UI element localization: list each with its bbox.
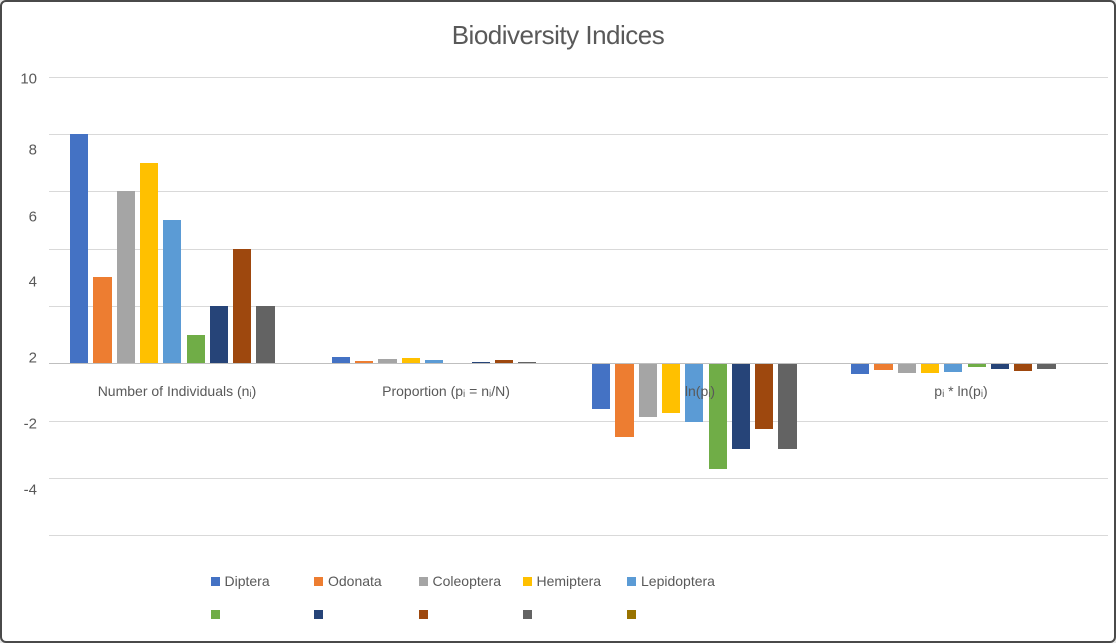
bar xyxy=(401,358,420,364)
category-label: ln(pᵢ) xyxy=(684,383,716,399)
bar xyxy=(708,364,727,469)
legend-swatch xyxy=(210,609,220,619)
bar xyxy=(256,305,275,364)
bar xyxy=(944,364,963,373)
gridline xyxy=(49,248,1108,250)
gridline xyxy=(49,420,1108,422)
category-label: pᵢ * ln(pᵢ) xyxy=(934,383,988,399)
bar xyxy=(1014,364,1033,372)
legend-label: Odonata xyxy=(328,573,382,589)
gridline xyxy=(49,191,1108,193)
bar xyxy=(209,305,229,364)
y-axis-tick-label: 10 xyxy=(20,70,37,88)
bar xyxy=(378,358,397,364)
legend-label: Lepidoptera xyxy=(641,573,715,589)
bar xyxy=(70,133,89,364)
legend-label: Hemiptera xyxy=(536,573,602,589)
bar xyxy=(1037,364,1056,369)
legend-swatch xyxy=(418,609,428,619)
x-axis-line xyxy=(49,363,1108,365)
bar xyxy=(638,364,657,418)
legend-entry xyxy=(522,609,532,619)
bar xyxy=(163,219,182,364)
y-axis-tick-label: -4 xyxy=(23,481,37,499)
legend-entry: Diptera xyxy=(210,573,270,589)
legend-label: Coleoptera xyxy=(432,573,502,589)
bar xyxy=(967,364,986,368)
legend-entry xyxy=(627,609,636,619)
bar xyxy=(93,277,112,364)
bar xyxy=(424,359,444,364)
legend-swatch xyxy=(522,576,532,586)
y-axis-tick-label: -2 xyxy=(23,415,37,433)
legend-entry: Lepidoptera xyxy=(627,573,715,589)
bar xyxy=(331,357,350,364)
bar xyxy=(685,364,704,423)
bar xyxy=(755,364,774,429)
bar xyxy=(990,364,1010,369)
y-axis-tick-label: 2 xyxy=(28,349,37,367)
gridline xyxy=(49,535,1108,537)
gridline xyxy=(49,477,1108,479)
bar xyxy=(897,364,916,373)
gridline xyxy=(49,133,1108,135)
legend-entry: Odonata xyxy=(314,573,382,589)
legend-swatch xyxy=(314,609,323,619)
gridline xyxy=(49,305,1108,307)
bar xyxy=(778,364,797,449)
legend-label: Diptera xyxy=(224,573,270,589)
bar xyxy=(186,334,205,364)
bar xyxy=(471,361,490,364)
legend-swatch xyxy=(627,576,636,586)
category-label: Proportion (pᵢ = nᵢ/N) xyxy=(382,383,510,399)
legend-swatch xyxy=(627,609,636,619)
legend-entry xyxy=(314,609,323,619)
bar xyxy=(355,361,374,364)
legend-entry xyxy=(418,609,428,619)
legend-entry xyxy=(210,609,220,619)
bar xyxy=(731,364,751,449)
legend-swatch xyxy=(522,609,532,619)
y-axis-tick-label: 6 xyxy=(28,208,37,226)
y-axis-tick-label: 8 xyxy=(28,141,37,159)
bar xyxy=(448,362,467,364)
legend-swatch xyxy=(314,576,323,586)
bar xyxy=(615,364,634,438)
bar xyxy=(920,364,940,374)
bar xyxy=(494,360,514,364)
bar xyxy=(233,248,252,364)
bar xyxy=(592,364,611,410)
legend-swatch xyxy=(418,576,428,586)
legend-swatch xyxy=(210,576,220,586)
bar xyxy=(661,364,681,413)
gridline xyxy=(49,76,1108,78)
bar xyxy=(139,162,159,364)
category-label: Number of Individuals (nᵢ) xyxy=(97,383,257,399)
chart-title: Biodiversity Indices xyxy=(451,20,665,50)
legend-entry: Hemiptera xyxy=(522,573,602,589)
bar xyxy=(851,364,870,374)
bar xyxy=(874,364,893,371)
bar xyxy=(116,191,135,364)
legend-entry: Coleoptera xyxy=(418,573,502,589)
y-axis-tick-label: 4 xyxy=(28,273,37,291)
bar xyxy=(518,361,537,364)
